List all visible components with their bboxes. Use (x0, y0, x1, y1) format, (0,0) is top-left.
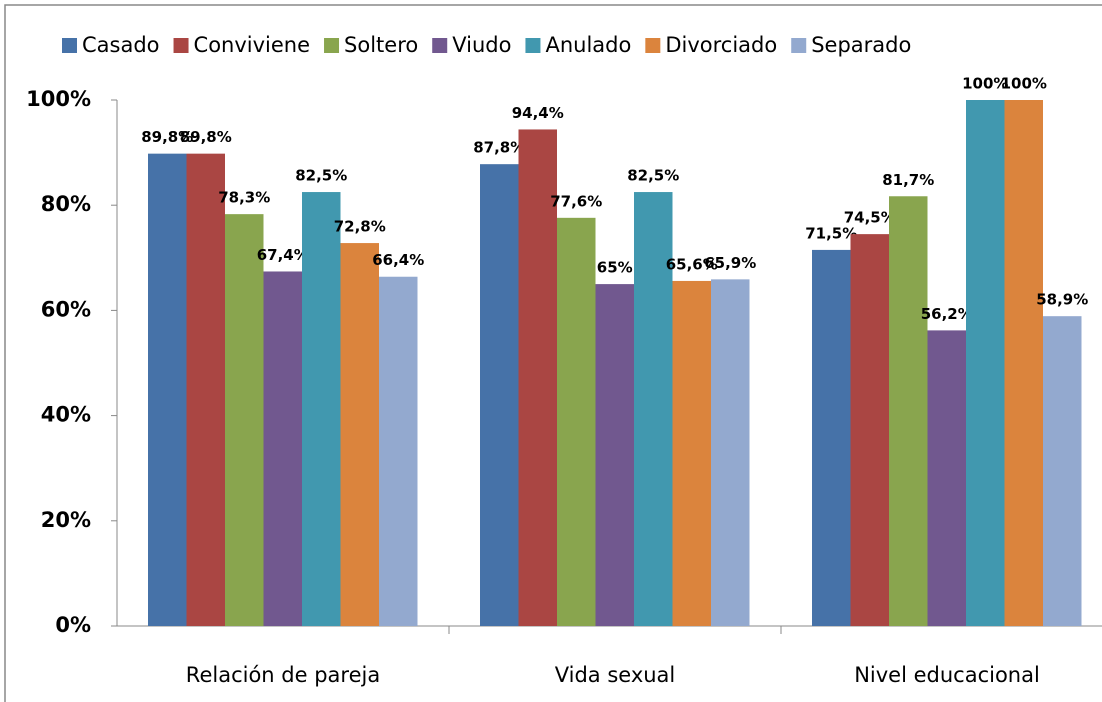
bar (379, 276, 418, 626)
legend-label: Separado (811, 33, 911, 57)
value-label: 65,9% (704, 254, 756, 272)
value-label: 67,4% (257, 246, 309, 264)
value-label: 81,7% (882, 171, 934, 189)
bar (1043, 316, 1082, 626)
legend-label: Viudo (452, 33, 511, 57)
bar (340, 243, 379, 626)
bar (480, 164, 519, 626)
value-label: 71,5% (805, 224, 857, 242)
legend-swatch (525, 38, 541, 53)
value-label: 72,8% (334, 218, 386, 236)
bar (711, 279, 750, 626)
bar (850, 234, 889, 626)
value-label: 82,5% (627, 167, 679, 185)
value-label: 65,6% (666, 255, 718, 273)
legend-label: Conviviene (194, 33, 311, 57)
value-label: 77,6% (550, 192, 602, 210)
value-label: 94,4% (512, 104, 564, 122)
legend-swatch (791, 38, 807, 53)
bar (225, 214, 264, 626)
bar (672, 280, 711, 626)
bar (966, 100, 1005, 626)
value-label: 82,5% (295, 167, 347, 185)
bar (1004, 100, 1043, 626)
y-tick-label: 0% (55, 613, 91, 637)
value-label: 58,9% (1036, 291, 1088, 309)
value-label: 56,2% (921, 305, 973, 323)
bar (518, 129, 557, 626)
y-tick-label: 100% (26, 87, 91, 111)
bar (186, 153, 225, 627)
bar (595, 284, 634, 626)
bar (263, 271, 302, 626)
x-tick-label: Vida sexual (555, 663, 676, 687)
value-label: 78,3% (218, 189, 270, 207)
legend-label: Divorciado (665, 33, 777, 57)
y-tick-label: 60% (41, 297, 91, 321)
y-tick-label: 20% (41, 508, 91, 532)
x-tick-label: Relación de pareja (186, 663, 380, 687)
bar (557, 217, 596, 626)
value-label: 89,8% (141, 128, 193, 146)
x-tick-label: Nivel educacional (854, 663, 1040, 687)
y-tick-label: 80% (41, 192, 91, 216)
legend-label: Anulado (545, 33, 631, 57)
value-label: 66,4% (372, 251, 424, 269)
legend-swatch (645, 38, 661, 53)
legend-label: Soltero (344, 33, 418, 57)
value-label: 100% (1001, 75, 1047, 93)
value-label: 87,8% (473, 139, 525, 157)
bar (812, 249, 851, 626)
value-label: 100% (962, 75, 1008, 93)
value-label: 74,5% (844, 209, 896, 227)
legend-swatch (62, 38, 77, 53)
legend-swatch (173, 38, 189, 53)
value-label: 89,8% (180, 128, 232, 146)
bar (148, 153, 187, 627)
bar (634, 192, 673, 627)
legend-swatch (324, 38, 340, 53)
y-tick-label: 40% (41, 403, 91, 427)
legend-label: Casado (82, 33, 160, 57)
value-label: 65% (597, 259, 633, 277)
legend-swatch (432, 38, 448, 53)
bar (927, 330, 966, 626)
bar (302, 192, 341, 627)
bar (889, 196, 928, 626)
